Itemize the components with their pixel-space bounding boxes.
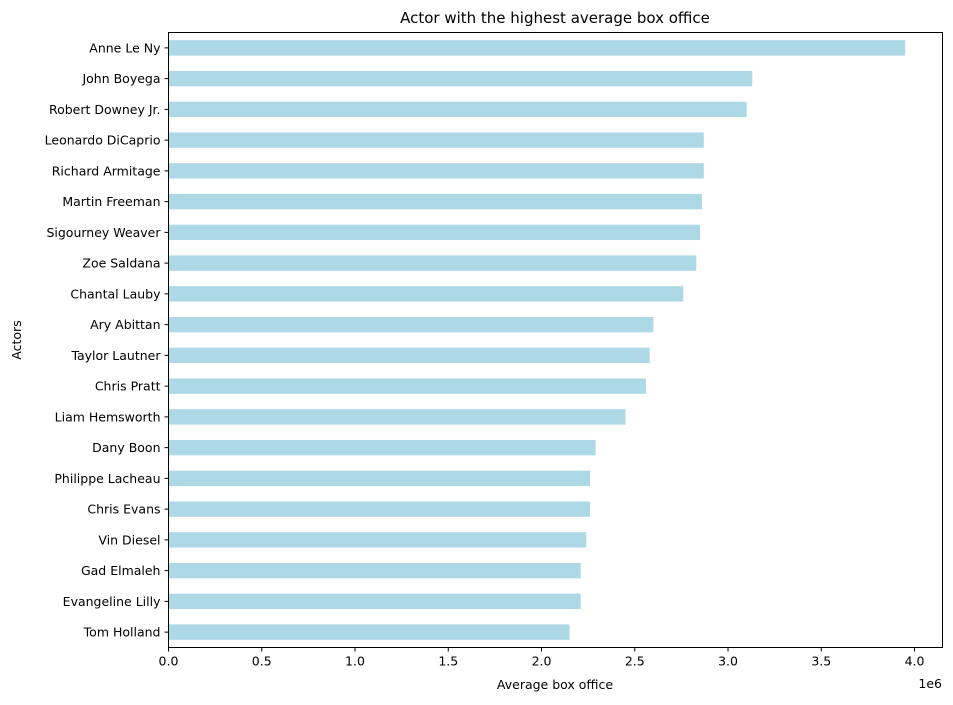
x-axis-offset-label: 1e6 [918, 676, 942, 691]
bar-richard-armitage [168, 163, 704, 179]
y-tick-label: Taylor Lautner [70, 348, 161, 363]
y-tick-label: Gad Elmaleh [81, 563, 161, 578]
x-tick-label: 0.5 [252, 654, 272, 669]
x-tick-label: 1.5 [438, 654, 458, 669]
y-tick-label: Chris Pratt [95, 379, 161, 394]
y-axis-label: Actors [9, 320, 24, 359]
y-tick-label: Anne Le Ny [89, 40, 161, 55]
bars-layer [168, 40, 906, 640]
bar-chris-pratt [168, 378, 646, 394]
plot-frame [168, 32, 943, 648]
bar-vin-diesel [168, 532, 587, 548]
y-tick-label: John Boyega [81, 71, 160, 86]
bar-leonardo-dicaprio [168, 132, 704, 148]
y-tick-label: Leonardo DiCaprio [45, 133, 161, 148]
x-tick-label: 1.0 [345, 654, 365, 669]
y-tick-label: Chantal Lauby [70, 286, 161, 301]
bar-chris-evans [168, 501, 591, 517]
y-axis-ticks: Anne Le Ny John Boyega Robert Downey Jr. Le… [45, 40, 169, 640]
x-tick-label: 2.0 [532, 654, 552, 669]
x-tick-label: 2.5 [625, 654, 645, 669]
y-tick-label: Tom Holland [83, 625, 161, 640]
x-tick-label: 4.0 [905, 654, 925, 669]
chart-title: Actor with the highest average box offic… [400, 9, 710, 27]
y-tick-label: Richard Armitage [52, 163, 161, 178]
x-axis-ticks: 0.0 0.5 1.0 1.5 2.0 2.5 3.0 3.5 4.0 [159, 647, 925, 669]
bar-tom-holland [168, 624, 570, 640]
bar-dany-boon [168, 439, 596, 456]
y-tick-label: Ary Abittan [90, 317, 160, 332]
y-tick-label: Dany Boon [92, 440, 160, 455]
bar-taylor-lautner [168, 347, 650, 364]
x-tick-label: 0.0 [159, 654, 179, 669]
y-tick-label: Evangeline Lilly [63, 594, 161, 609]
bar-john-boyega [168, 70, 753, 87]
bar-zoe-saldana [168, 255, 697, 271]
bar-philippe-lacheau [168, 470, 591, 487]
bar-chantal-lauby [168, 286, 684, 302]
bar-ary-abittan [168, 316, 654, 333]
bar-liam-hemsworth [168, 409, 626, 425]
y-tick-label: Liam Hemsworth [55, 409, 161, 424]
bar-anne-le-ny [168, 40, 906, 56]
y-tick-label: Zoe Saldana [82, 256, 160, 271]
bar-sigourney-weaver [168, 224, 701, 241]
x-tick-label: 3.0 [718, 654, 738, 669]
x-axis-label: Average box office [497, 677, 613, 692]
y-tick-label: Philippe Lacheau [54, 471, 160, 486]
y-tick-label: Robert Downey Jr. [49, 102, 161, 117]
y-tick-label: Vin Diesel [98, 532, 160, 547]
x-tick-label: 3.5 [811, 654, 831, 669]
y-tick-label: Sigourney Weaver [46, 225, 161, 240]
y-tick-label: Chris Evans [87, 502, 160, 517]
bar-evangeline-lilly [168, 593, 581, 610]
bar-martin-freeman [168, 193, 702, 210]
bar-robert-downey-jr [168, 101, 747, 118]
bar-gad-elmaleh [168, 562, 581, 579]
y-tick-label: Martin Freeman [62, 194, 160, 209]
